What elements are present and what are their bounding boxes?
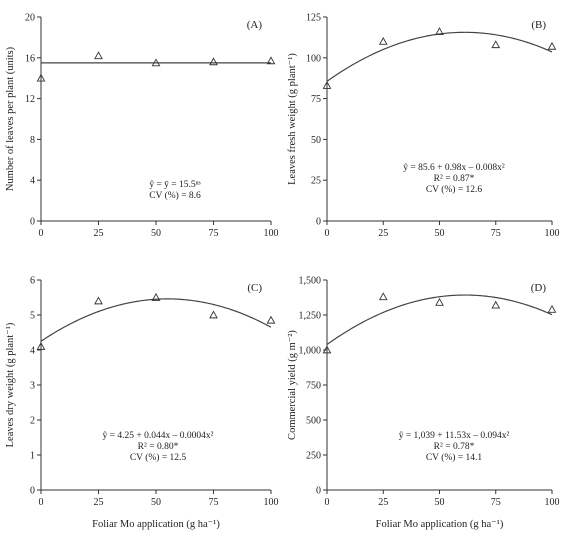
y-tick-label: 0 bbox=[30, 217, 35, 228]
panel-letter: (A) bbox=[247, 19, 263, 31]
y-tick-label: 0 bbox=[316, 486, 321, 497]
x-tick-label: 100 bbox=[545, 228, 560, 239]
x-tick-label: 50 bbox=[435, 497, 445, 508]
x-tick-label: 75 bbox=[491, 497, 501, 508]
y-tick-label: 500 bbox=[306, 416, 321, 427]
x-tick-label: 25 bbox=[94, 228, 104, 239]
x-tick-label: 50 bbox=[151, 228, 161, 239]
data-point bbox=[547, 304, 557, 313]
y-tick-label: 100 bbox=[306, 53, 321, 64]
regression-annotation: CV (%) = 12.6 bbox=[426, 184, 483, 195]
y-tick-label: 1 bbox=[30, 451, 35, 462]
fitted-curve bbox=[326, 294, 553, 346]
y-tick-label: 6 bbox=[30, 276, 35, 287]
x-axis-title: Foliar Mo application (g ha⁻¹) bbox=[92, 519, 220, 530]
y-tick-label: 2 bbox=[30, 416, 35, 427]
x-tick-label: 100 bbox=[545, 497, 560, 508]
regression-annotation: R² = 0.87* bbox=[434, 174, 475, 184]
x-tick-label: 25 bbox=[378, 228, 388, 239]
y-tick-label: 20 bbox=[25, 13, 35, 24]
regression-annotation: ŷ = 85.6 + 0.98x – 0.008x² bbox=[403, 163, 505, 173]
y-tick-label: 8 bbox=[30, 135, 35, 146]
data-point bbox=[266, 315, 276, 324]
regression-annotation: CV (%) = 8.6 bbox=[149, 190, 201, 201]
x-tick-label: 0 bbox=[39, 228, 44, 239]
y-tick-label: 1,000 bbox=[299, 346, 322, 357]
chart-panel-b: 0 25 50 75 100 125 0 25 50 75 100 Leaves fresh weig… bbox=[287, 13, 560, 240]
data-point bbox=[94, 296, 103, 305]
chart-panel-d: 0 250 500 750 1,000 1,250 1,500 0 25 50 75 100 Comme… bbox=[287, 276, 560, 531]
x-tick-label: 50 bbox=[151, 497, 161, 508]
x-tick-label: 25 bbox=[378, 497, 388, 508]
data-point bbox=[266, 56, 276, 65]
y-tick-label: 25 bbox=[311, 176, 321, 187]
y-axis-title: Commercial yield (g m⁻²) bbox=[287, 330, 298, 440]
regression-annotation: R² = 0.78* bbox=[434, 442, 475, 452]
x-tick-label: 0 bbox=[325, 497, 330, 508]
chart-panel-c: 0 1 2 3 4 5 6 0 25 50 75 100 Leaves dry weight (g pl… bbox=[5, 276, 279, 531]
data-point bbox=[322, 345, 332, 354]
panel-letter: (B) bbox=[531, 19, 546, 31]
data-point bbox=[151, 292, 161, 301]
fitted-curve bbox=[40, 298, 272, 342]
regression-annotation: CV (%) = 14.1 bbox=[426, 452, 483, 463]
regression-annotation: ŷ = ȳ = 15.5ⁿˢ bbox=[149, 180, 200, 190]
fitted-curve bbox=[326, 31, 553, 82]
regression-annotation: CV (%) = 12.5 bbox=[130, 452, 187, 463]
y-tick-label: 125 bbox=[306, 13, 321, 24]
data-point bbox=[435, 27, 444, 36]
data-point bbox=[94, 51, 103, 60]
data-point bbox=[36, 341, 46, 350]
y-axis-title: Number of leaves per plant (units) bbox=[5, 46, 16, 191]
y-tick-label: 250 bbox=[306, 451, 321, 462]
data-point bbox=[36, 73, 46, 82]
y-tick-label: 3 bbox=[30, 381, 35, 392]
chart-panel-a: 0 4 8 12 16 20 0 25 50 75 100 Number of leaves per … bbox=[5, 13, 279, 240]
data-point bbox=[209, 310, 218, 319]
y-tick-label: 1,500 bbox=[299, 276, 322, 287]
regression-annotation: R² = 0.80* bbox=[138, 442, 179, 452]
data-point bbox=[322, 81, 332, 89]
regression-annotation: ŷ = 4.25 + 0.044x – 0.0004x² bbox=[103, 431, 214, 441]
data-point bbox=[435, 297, 444, 306]
data-point bbox=[491, 40, 501, 49]
data-point bbox=[547, 41, 557, 50]
y-tick-label: 750 bbox=[306, 381, 321, 392]
data-point bbox=[378, 292, 388, 301]
x-tick-label: 75 bbox=[491, 228, 501, 239]
data-point bbox=[151, 58, 161, 67]
y-tick-label: 12 bbox=[25, 94, 35, 105]
x-tick-label: 0 bbox=[325, 228, 330, 239]
data-point bbox=[491, 300, 501, 309]
y-tick-label: 4 bbox=[30, 346, 35, 357]
x-tick-label: 0 bbox=[39, 497, 44, 508]
x-tick-label: 75 bbox=[209, 497, 219, 508]
y-tick-label: 75 bbox=[311, 94, 321, 105]
y-tick-label: 5 bbox=[30, 311, 35, 322]
x-tick-label: 25 bbox=[94, 497, 104, 508]
y-tick-label: 0 bbox=[30, 486, 35, 497]
y-axis-title: Leaves fresh weight (g plant⁻¹) bbox=[287, 53, 298, 185]
x-tick-label: 75 bbox=[209, 228, 219, 239]
x-tick-label: 100 bbox=[264, 497, 279, 508]
panel-letter: (D) bbox=[531, 282, 547, 294]
panel-letter: (C) bbox=[247, 282, 262, 294]
data-point bbox=[209, 57, 218, 66]
y-tick-label: 16 bbox=[25, 53, 35, 64]
y-axis-title: Leaves dry weight (g plant⁻¹) bbox=[5, 322, 16, 447]
regression-annotation: ŷ = 1,039 + 11.53x – 0.094x² bbox=[399, 431, 510, 441]
y-tick-label: 0 bbox=[316, 217, 321, 228]
y-tick-label: 50 bbox=[311, 135, 321, 146]
y-tick-label: 4 bbox=[30, 176, 35, 187]
y-tick-label: 1,250 bbox=[299, 311, 322, 322]
x-axis-title: Foliar Mo application (g ha⁻¹) bbox=[376, 519, 504, 530]
data-point bbox=[378, 36, 388, 45]
x-tick-label: 50 bbox=[435, 228, 445, 239]
x-tick-label: 100 bbox=[264, 228, 279, 239]
